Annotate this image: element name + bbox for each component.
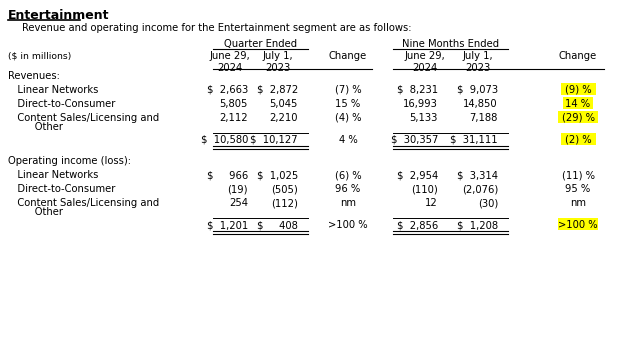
Text: $  8,231: $ 8,231 xyxy=(397,85,438,95)
Text: (11) %: (11) % xyxy=(561,170,595,180)
Text: Linear Networks: Linear Networks xyxy=(8,170,99,180)
Text: (2,076): (2,076) xyxy=(461,184,498,194)
FancyBboxPatch shape xyxy=(561,82,595,95)
Text: nm: nm xyxy=(570,198,586,208)
Text: 2,112: 2,112 xyxy=(220,113,248,123)
Text: Content Sales/Licensing and: Content Sales/Licensing and xyxy=(8,198,159,208)
Text: June 29,
2024: June 29, 2024 xyxy=(404,51,445,73)
Text: 15 %: 15 % xyxy=(335,99,360,109)
Text: Nine Months Ended: Nine Months Ended xyxy=(402,39,499,49)
Text: (6) %: (6) % xyxy=(335,170,362,180)
Text: (505): (505) xyxy=(271,184,298,194)
Text: 2,210: 2,210 xyxy=(269,113,298,123)
Text: (4) %: (4) % xyxy=(335,113,361,123)
Text: 14,850: 14,850 xyxy=(463,99,498,109)
Text: $  2,663: $ 2,663 xyxy=(207,85,248,95)
Text: 7,188: 7,188 xyxy=(470,113,498,123)
Text: 5,133: 5,133 xyxy=(410,113,438,123)
Text: 12: 12 xyxy=(425,198,438,208)
Text: $  1,208: $ 1,208 xyxy=(457,220,498,230)
Text: Change: Change xyxy=(559,51,597,61)
Text: 254: 254 xyxy=(229,198,248,208)
Text: $  1,025: $ 1,025 xyxy=(257,170,298,180)
Text: $  1,201: $ 1,201 xyxy=(207,220,248,230)
Text: 14 %: 14 % xyxy=(565,99,591,109)
Text: $  2,856: $ 2,856 xyxy=(397,220,438,230)
Text: (7) %: (7) % xyxy=(335,85,362,95)
Text: $  2,954: $ 2,954 xyxy=(397,170,438,180)
Text: $  10,127: $ 10,127 xyxy=(250,135,298,145)
FancyBboxPatch shape xyxy=(557,110,598,123)
Text: 95 %: 95 % xyxy=(565,184,591,194)
Text: Direct-to-Consumer: Direct-to-Consumer xyxy=(8,184,115,194)
Text: Quarter Ended: Quarter Ended xyxy=(224,39,297,49)
Text: Linear Networks: Linear Networks xyxy=(8,85,99,95)
Text: nm: nm xyxy=(340,198,356,208)
Text: Other: Other xyxy=(16,122,63,132)
Text: $  10,580: $ 10,580 xyxy=(200,135,248,145)
Text: ($ in millions): ($ in millions) xyxy=(8,51,71,60)
FancyBboxPatch shape xyxy=(561,133,595,145)
Text: 96 %: 96 % xyxy=(335,184,360,194)
Text: >100 %: >100 % xyxy=(558,220,598,230)
Text: Revenue and operating income for the Entertainment segment are as follows:: Revenue and operating income for the Ent… xyxy=(22,23,412,33)
Text: June 29,
2024: June 29, 2024 xyxy=(210,51,250,73)
Text: Entertainment: Entertainment xyxy=(8,9,109,22)
Text: >100 %: >100 % xyxy=(328,220,368,230)
Text: Operating income (loss):: Operating income (loss): xyxy=(8,156,131,166)
Text: July 1,
2023: July 1, 2023 xyxy=(463,51,493,73)
Text: $     408: $ 408 xyxy=(257,220,298,230)
Text: Other: Other xyxy=(16,207,63,217)
Text: (112): (112) xyxy=(271,198,298,208)
Text: (110): (110) xyxy=(412,184,438,194)
Text: 5,805: 5,805 xyxy=(220,99,248,109)
FancyBboxPatch shape xyxy=(563,97,593,109)
Text: $  9,073: $ 9,073 xyxy=(457,85,498,95)
Text: $  30,357: $ 30,357 xyxy=(390,135,438,145)
Text: 5,045: 5,045 xyxy=(269,99,298,109)
Text: (29) %: (29) % xyxy=(561,113,595,123)
Text: Change: Change xyxy=(329,51,367,61)
Text: $     966: $ 966 xyxy=(207,170,248,180)
FancyBboxPatch shape xyxy=(557,218,598,230)
Text: Content Sales/Licensing and: Content Sales/Licensing and xyxy=(8,113,159,123)
Text: Direct-to-Consumer: Direct-to-Consumer xyxy=(8,99,115,109)
Text: 16,993: 16,993 xyxy=(403,99,438,109)
Text: (9) %: (9) % xyxy=(564,85,591,95)
Text: $  31,111: $ 31,111 xyxy=(451,135,498,145)
Text: $  3,314: $ 3,314 xyxy=(457,170,498,180)
Text: July 1,
2023: July 1, 2023 xyxy=(262,51,293,73)
Text: (30): (30) xyxy=(477,198,498,208)
Text: 4 %: 4 % xyxy=(339,135,357,145)
Text: (19): (19) xyxy=(227,184,248,194)
Text: (2) %: (2) % xyxy=(564,135,591,145)
Text: Revenues:: Revenues: xyxy=(8,71,60,81)
Text: $  2,872: $ 2,872 xyxy=(257,85,298,95)
